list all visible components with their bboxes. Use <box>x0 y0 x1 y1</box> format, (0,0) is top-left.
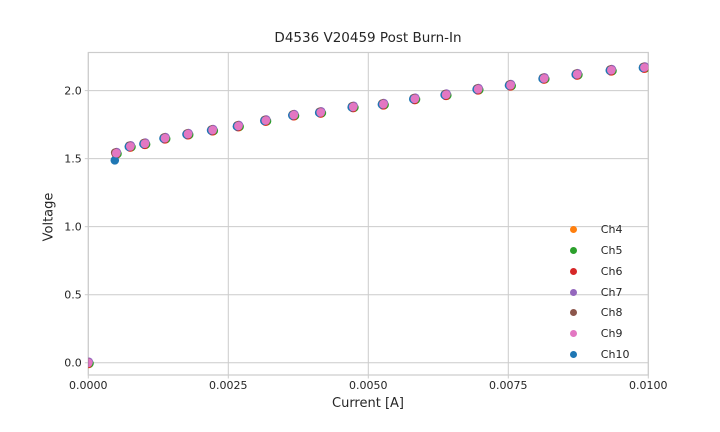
scatter-point <box>110 156 120 165</box>
x-tick-label: 0.0025 <box>209 379 248 392</box>
legend-marker-icon <box>569 247 577 255</box>
scatter-point <box>289 110 299 120</box>
y-tick-label: 2.0 <box>64 84 82 98</box>
scatter-point <box>140 139 150 148</box>
scatter-point <box>88 358 93 368</box>
y-tick-label: 0.5 <box>64 288 82 302</box>
legend-label: Ch6 <box>600 264 623 278</box>
scatter-point <box>379 99 388 109</box>
legend-item: Ch6 <box>569 261 630 282</box>
scatter-point <box>234 121 243 131</box>
legend-label: Ch4 <box>600 223 623 237</box>
legend: Ch4 Ch5 Ch6 Ch7 Ch8 Ch9 Ch10 <box>569 220 630 365</box>
y-tick-label: 1.0 <box>64 220 82 234</box>
scatter-point <box>208 125 217 135</box>
scatter-point <box>410 94 420 104</box>
legend-label: Ch10 <box>600 347 630 361</box>
legend-label: Ch9 <box>600 326 623 340</box>
legend-item: Ch10 <box>569 344 630 365</box>
scatter-point <box>183 129 193 139</box>
legend-label: Ch8 <box>600 306 623 320</box>
legend-item: Ch4 <box>569 220 630 241</box>
legend-marker-icon <box>569 226 577 234</box>
legend-label: Ch5 <box>600 244 623 258</box>
scatter-point <box>506 80 515 90</box>
scatter-series-group <box>88 62 649 369</box>
legend-marker-icon <box>569 329 577 337</box>
y-tick-label: 1.5 <box>64 152 82 166</box>
x-axis-label: Current [A] <box>332 396 404 411</box>
x-tick-label: 0.0050 <box>349 379 388 392</box>
scatter-point <box>316 108 326 117</box>
scatter-point <box>160 133 170 143</box>
legend-label: Ch7 <box>600 285 623 299</box>
scatter-point <box>112 148 121 158</box>
scatter-point <box>607 65 616 75</box>
scatter-point <box>539 74 549 83</box>
scatter-point <box>348 102 358 112</box>
scatter-point <box>126 142 135 151</box>
plot-border <box>87 51 649 376</box>
legend-marker-icon <box>569 309 577 317</box>
x-tick-label: 0.0100 <box>629 379 668 392</box>
x-tick-label: 0.0000 <box>69 379 108 392</box>
y-axis-label: Voltage <box>41 192 57 242</box>
scatter-point <box>473 84 483 94</box>
legend-item: Ch8 <box>569 302 630 323</box>
x-tick-label: 0.0075 <box>489 379 528 392</box>
scatter-point <box>572 70 582 79</box>
legend-marker-icon <box>569 288 577 296</box>
legend-item: Ch5 <box>569 240 630 261</box>
legend-item: Ch9 <box>569 323 630 344</box>
y-tick-label: 0.0 <box>64 356 82 370</box>
scatter-point <box>640 63 649 72</box>
chart-title: D4536 V20459 Post Burn-In <box>274 30 462 46</box>
legend-marker-icon <box>569 350 577 358</box>
legend-marker-icon <box>569 267 577 275</box>
legend-item: Ch7 <box>569 282 630 303</box>
scatter-point <box>441 90 451 99</box>
scatter-point <box>261 116 271 125</box>
